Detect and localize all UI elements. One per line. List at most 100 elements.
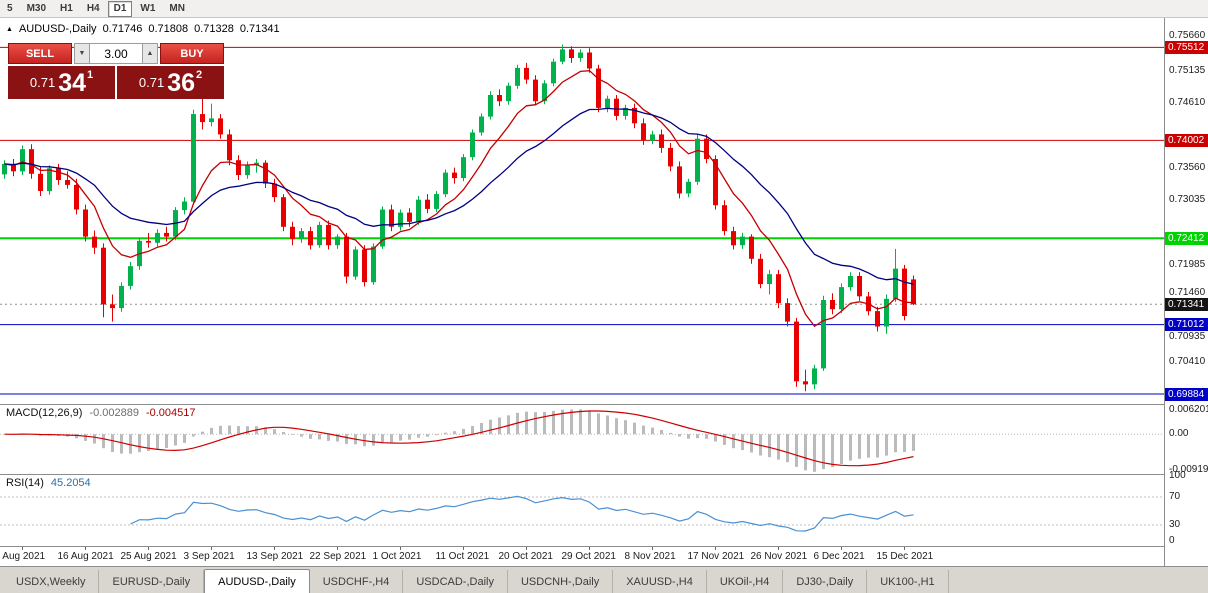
period-toolbar: 5 M30 H1 H4 D1 W1 MN xyxy=(0,0,1208,18)
sell-price-pips: 34 xyxy=(58,68,86,97)
rsi-axis-label: 0 xyxy=(1169,535,1175,546)
sell-button[interactable]: SELL xyxy=(8,43,72,64)
date-axis-label: 8 Nov 2021 xyxy=(624,551,676,562)
buy-price-display[interactable]: 0.71 36 2 xyxy=(117,66,224,99)
price-axis-tick: 0.75660 xyxy=(1169,29,1206,41)
ma-21-line xyxy=(4,107,914,285)
chart-header: ▲ AUDUSD-,Daily 0.71746 0.71808 0.71328 … xyxy=(6,23,280,35)
sell-price-display[interactable]: 0.71 34 1 xyxy=(8,66,115,99)
ohlc-open: 0.71746 xyxy=(102,23,143,35)
macd-main-value: -0.002889 xyxy=(89,407,139,419)
price-line-badge: 0.71012 xyxy=(1165,318,1208,332)
macd-signal-value: -0.004517 xyxy=(145,407,196,419)
candles-layer[interactable] xyxy=(2,44,916,392)
ma-8-line xyxy=(4,70,914,328)
rsi-name: RSI(14) xyxy=(6,477,44,489)
rsi-label: RSI(14) 45.2054 xyxy=(6,477,91,489)
date-axis-label: 15 Dec 2021 xyxy=(876,551,934,562)
price-line-badge: 0.69884 xyxy=(1165,387,1208,401)
tab-xauusd-h4[interactable]: XAUUSD-,H4 xyxy=(613,570,707,593)
volume-increase-button[interactable]: ▲ xyxy=(142,43,158,64)
period-button-m30[interactable]: M30 xyxy=(26,2,47,14)
date-axis-line xyxy=(0,546,1208,547)
rsi-axis-label: 30 xyxy=(1169,519,1181,530)
tab-audusd-daily[interactable]: AUDUSD-,Daily xyxy=(204,569,310,593)
date-axis-label: 6 Dec 2021 xyxy=(813,551,865,562)
date-axis[interactable]: 6 Aug 2021 16 Aug 2021 25 Aug 2021 3 Sep 20… xyxy=(0,548,1164,566)
price-line-badge: 0.72412 xyxy=(1165,231,1208,245)
buy-button[interactable]: BUY xyxy=(160,43,224,64)
tab-uk100-h1[interactable]: UK100-,H1 xyxy=(867,570,949,593)
price-axis-tick: 0.70935 xyxy=(1169,331,1206,343)
current-price-badge: 0.71341 xyxy=(1165,297,1208,311)
tab-usdcad-daily[interactable]: USDCAD-,Daily xyxy=(403,570,508,593)
ohlc-high: 0.71808 xyxy=(148,23,189,35)
date-axis-label: 17 Nov 2021 xyxy=(687,551,745,562)
panel-splitter-rsi[interactable] xyxy=(0,474,1208,475)
moving-averages-layer xyxy=(4,70,914,328)
chart-area[interactable]: ▲ AUDUSD-,Daily 0.71746 0.71808 0.71328 … xyxy=(0,18,1208,566)
chart-canvas[interactable] xyxy=(0,18,1164,566)
volume-input[interactable] xyxy=(90,43,142,64)
chart-title: AUDUSD-,Daily xyxy=(18,23,97,35)
price-axis-tick: 0.73035 xyxy=(1169,194,1206,205)
date-axis-label: 16 Aug 2021 xyxy=(57,551,114,562)
period-button-d1[interactable]: D1 xyxy=(107,0,133,17)
date-axis-label: 22 Sep 2021 xyxy=(309,551,367,562)
buy-price-pips: 36 xyxy=(167,68,195,97)
collapse-icon[interactable]: ▲ xyxy=(6,25,13,33)
one-click-trading-panel: SELL ▼ ▲ BUY 0.71 34 1 0.71 36 2 xyxy=(8,43,224,99)
price-axis-tick: 0.73560 xyxy=(1169,161,1206,173)
tab-usdx-weekly[interactable]: USDX,Weekly xyxy=(3,570,100,593)
macd-axis-label: 0.00 xyxy=(1169,428,1189,440)
ohlc-low: 0.71328 xyxy=(194,23,234,35)
tab-bar: USDX,Weekly EURUSD-,Daily AUDUSD-,Daily USD… xyxy=(0,566,1208,593)
tab-eurusd-daily[interactable]: EURUSD-,Daily xyxy=(99,570,205,593)
date-axis-label: 6 Aug 2021 xyxy=(0,551,46,562)
buy-price-pipette: 2 xyxy=(196,69,203,81)
sell-price-pipette: 1 xyxy=(87,69,94,81)
macd-label: MACD(12,26,9) -0.002889 -0.004517 xyxy=(6,407,196,419)
price-line-badge: 0.74002 xyxy=(1165,133,1208,147)
rsi-axis-label: 70 xyxy=(1169,491,1181,502)
date-axis-label: 26 Nov 2021 xyxy=(750,551,808,562)
tab-dj30-daily[interactable]: DJ30-,Daily xyxy=(783,570,868,593)
macd-name: MACD(12,26,9) xyxy=(6,407,83,419)
price-axis[interactable]: 0.75660 0.75135 0.74610 0.73560 0.73035 0.719… xyxy=(1164,18,1208,566)
volume-stepper: ▼ ▲ xyxy=(74,43,158,64)
tab-ukoil-h4[interactable]: UKOil-,H4 xyxy=(707,570,784,593)
rsi-line xyxy=(130,495,914,532)
price-axis-tick: 0.74610 xyxy=(1169,97,1206,108)
macd-signal-line xyxy=(4,410,914,467)
macd-layer xyxy=(0,409,1164,472)
rsi-current-value: 45.2054 xyxy=(50,477,91,489)
sell-price-big: 0.71 xyxy=(29,75,56,90)
date-axis-label: 3 Sep 2021 xyxy=(183,551,235,562)
volume-decrease-button[interactable]: ▼ xyxy=(74,43,90,64)
buy-price-big: 0.71 xyxy=(138,75,165,90)
date-axis-label: 25 Aug 2021 xyxy=(120,551,177,562)
price-axis-tick: 0.70410 xyxy=(1169,355,1206,367)
period-button-h4[interactable]: H4 xyxy=(86,2,100,14)
date-axis-label: 1 Oct 2021 xyxy=(372,551,422,562)
price-axis-tick: 0.71460 xyxy=(1169,286,1206,298)
tab-usdcnh-daily[interactable]: USDCNH-,Daily xyxy=(508,570,614,593)
date-axis-label: 29 Oct 2021 xyxy=(561,551,616,562)
ohlc-close: 0.71341 xyxy=(239,23,280,35)
rsi-axis-label: 100 xyxy=(1169,470,1186,481)
period-button-w1[interactable]: W1 xyxy=(140,2,156,14)
date-axis-label: 13 Sep 2021 xyxy=(246,551,304,562)
price-axis-tick: 0.75135 xyxy=(1169,64,1206,76)
macd-axis-label: 0.006201 xyxy=(1169,404,1208,415)
rsi-layer xyxy=(0,495,1164,532)
period-button-h1[interactable]: H1 xyxy=(60,2,73,14)
date-axis-label: 20 Oct 2021 xyxy=(498,551,553,562)
period-button-mn[interactable]: MN xyxy=(169,2,185,14)
period-button-5[interactable]: 5 xyxy=(7,2,13,14)
macd-axis-label: -0.009197 xyxy=(1169,464,1208,475)
date-axis-label: 11 Oct 2021 xyxy=(435,551,490,562)
price-axis-tick: 0.71985 xyxy=(1169,258,1206,270)
panel-splitter-macd[interactable] xyxy=(0,404,1208,405)
tab-usdchf-h4[interactable]: USDCHF-,H4 xyxy=(310,570,404,593)
price-line-badge: 0.75512 xyxy=(1165,40,1208,54)
